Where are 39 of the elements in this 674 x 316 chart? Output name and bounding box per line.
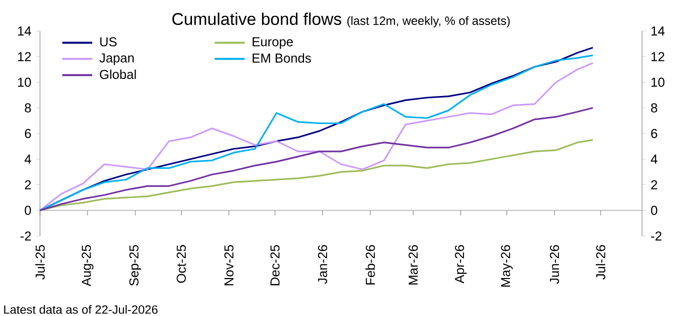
y-tick-label: -2	[20, 231, 31, 241]
x-tick-label: May-26	[500, 245, 513, 287]
y2-tick-label: 14	[652, 26, 665, 36]
x-tick-label: Dec-25	[270, 245, 280, 286]
legend-label: EM Bonds	[252, 53, 311, 63]
legend-label: US	[100, 37, 117, 46]
legend-label: Japan	[99, 53, 134, 66]
x-tick-label: Jul-25	[35, 245, 45, 280]
text: Latest data as of 22-Jul-2026	[4, 305, 158, 314]
x-tick-label: Nov-25	[224, 245, 234, 286]
y-tick-label: 10	[18, 78, 31, 87]
x-tick-label: Oct-25	[176, 245, 186, 283]
y-tick-label: 2	[24, 180, 31, 190]
y-tick-label: 12	[18, 52, 31, 62]
y-tick-label: 4	[24, 154, 32, 164]
y2-tick-label: 10	[652, 78, 664, 87]
y2-tick-label: 6	[651, 128, 658, 138]
y2-tick-label: 12	[652, 52, 664, 62]
x-tick-label: Jun-26	[550, 245, 560, 284]
legend-label: Europe	[252, 37, 293, 49]
y-tick-label: 14	[18, 26, 32, 36]
y-tick-label: 8	[24, 103, 31, 112]
y-tick-label: 6	[24, 128, 31, 138]
legend-label: Global	[100, 70, 136, 80]
y2-tick-label: 8	[651, 103, 658, 112]
x-tick-label: Aug-25	[82, 245, 94, 286]
y-tick-label: 0	[24, 206, 31, 215]
chart-title: Cumulative bond flows	[172, 12, 342, 26]
y2-tick-label: 2	[651, 180, 658, 190]
y2-tick-label: -2	[651, 231, 662, 241]
y2-tick-label: 0	[651, 206, 658, 215]
x-tick-label: Apr-26	[454, 245, 467, 284]
x-tick-label: Jan-26	[318, 245, 328, 284]
x-tick-label: Feb-26	[365, 245, 375, 284]
x-tick-label: Sep-25	[129, 245, 142, 286]
x-tick-label: Jul-26	[596, 245, 606, 280]
chart-subtitle: (last 12m, weekly, % of assets)	[347, 16, 510, 28]
x-tick-label: Mar-26	[408, 245, 418, 284]
y2-tick-label: 4	[650, 154, 658, 164]
